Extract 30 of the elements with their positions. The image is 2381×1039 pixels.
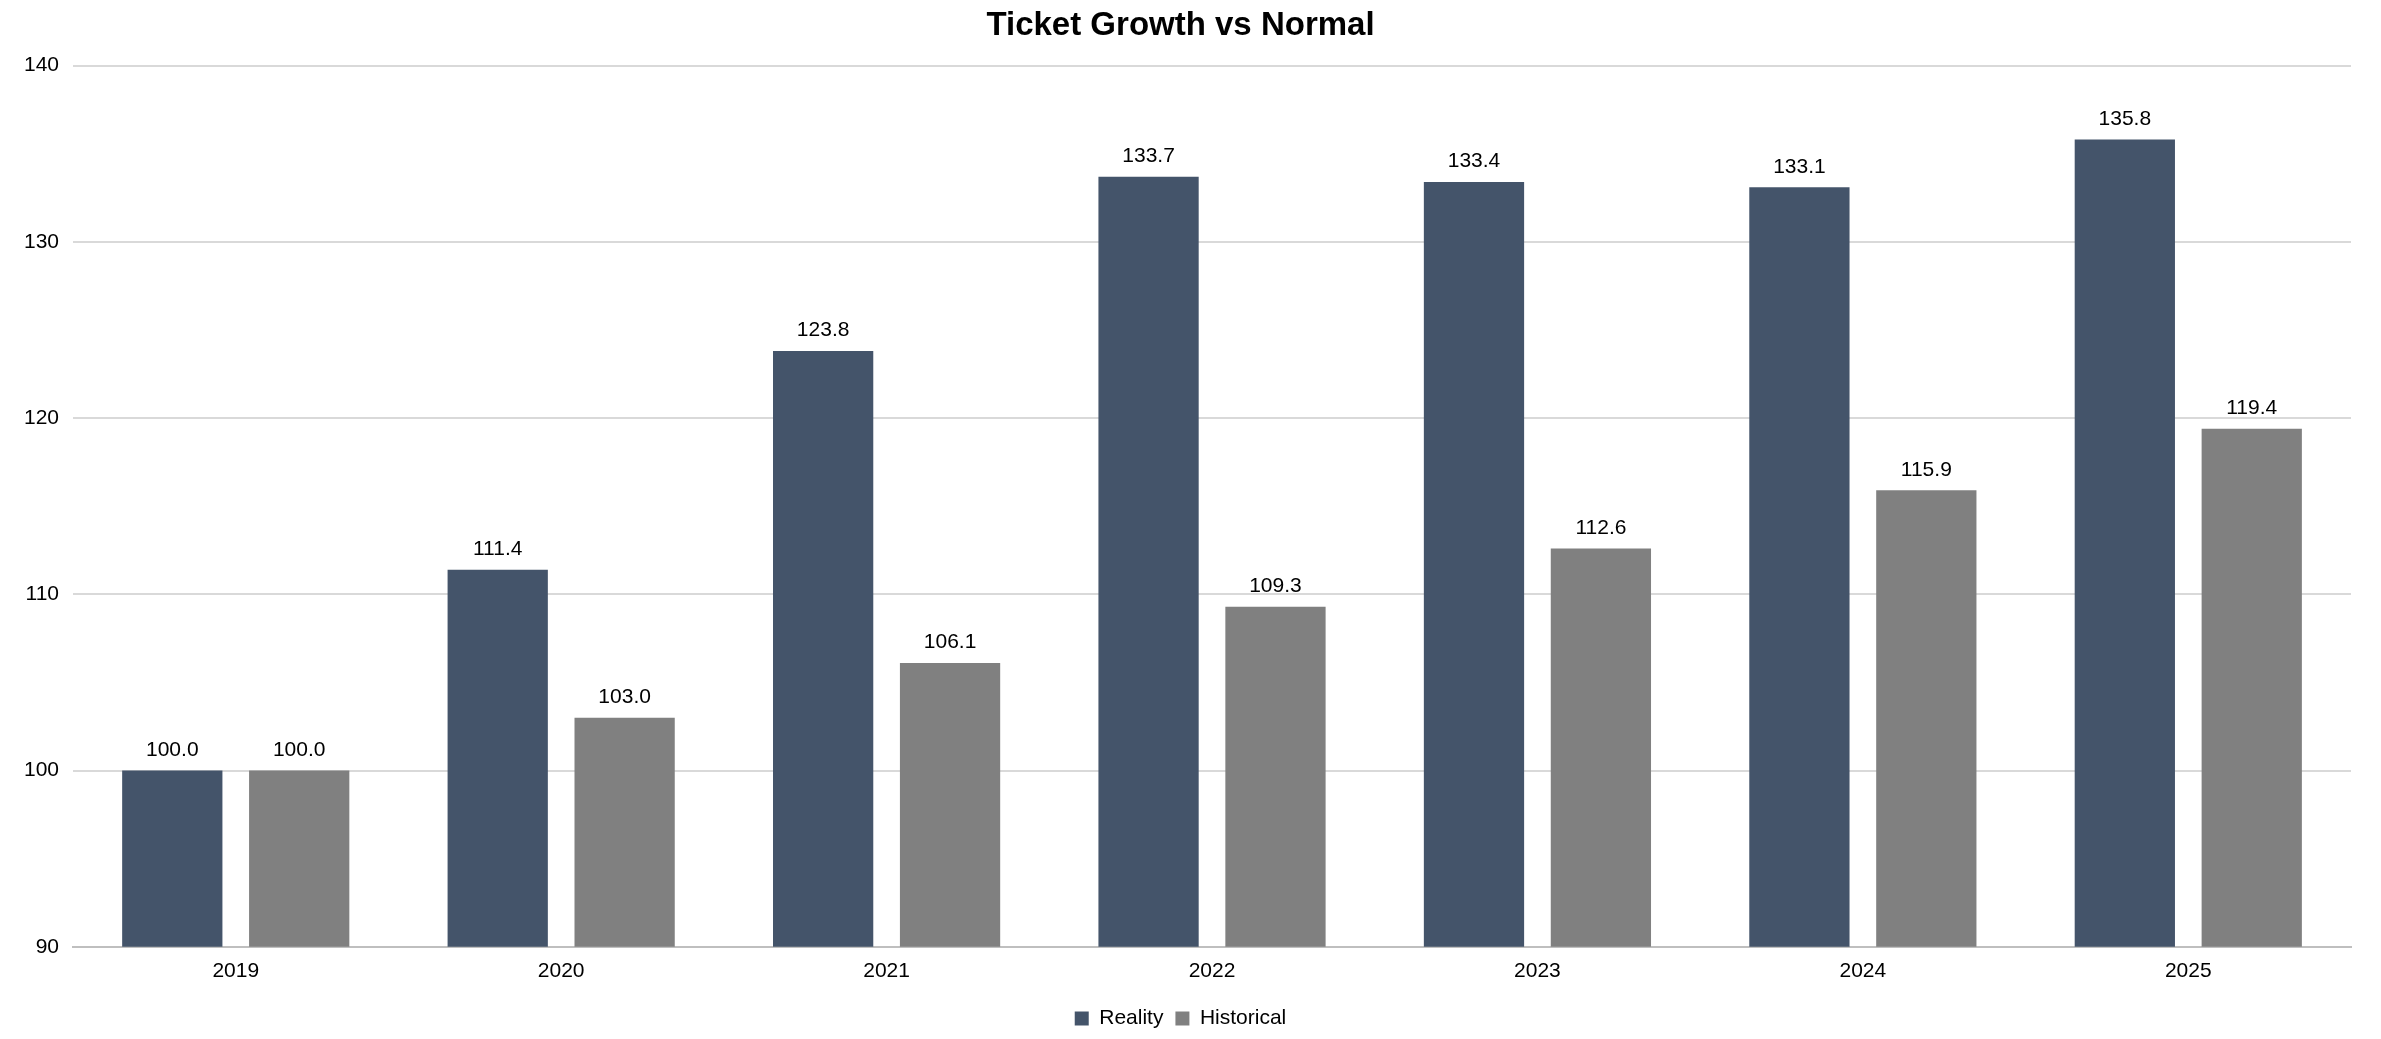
legend-label: Reality [1099,1005,1164,1029]
y-tick-label: 130 [23,228,60,252]
data-label: 123.8 [796,317,850,341]
data-label: 100.0 [146,736,199,760]
data-label: 133.7 [1122,142,1175,166]
data-label: 111.4 [473,535,523,559]
x-tick-label: 2019 [212,958,260,982]
data-label: 100.0 [272,736,326,760]
x-tick-label: 2024 [1839,958,1887,982]
data-label: 103.0 [598,683,651,707]
data-label: 135.8 [2098,105,2152,129]
data-label: 133.4 [1447,148,1501,172]
x-tick-label: 2020 [537,958,585,982]
data-label: 112.6 [1575,514,1627,538]
chart-title: Ticket Growth vs Normal [986,4,1375,42]
data-label: 119.4 [2226,394,2278,418]
y-tick-label: 90 [35,933,60,957]
x-tick-label: 2021 [863,958,910,982]
x-tick-label: 2025 [2164,958,2212,982]
data-label: 106.1 [923,629,977,653]
data-label: 109.3 [1249,572,1302,596]
data-label: 133.1 [1773,153,1826,177]
y-tick-label: 140 [23,52,60,76]
y-tick-label: 120 [23,404,60,428]
y-tick-label: 110 [25,581,60,605]
x-tick-label: 2022 [1188,958,1236,982]
data-label: 115.9 [1900,456,1952,480]
legend-label: Historical [1199,1005,1287,1029]
x-tick-label: 2023 [1514,958,1561,982]
y-tick-label: 100 [23,757,60,781]
